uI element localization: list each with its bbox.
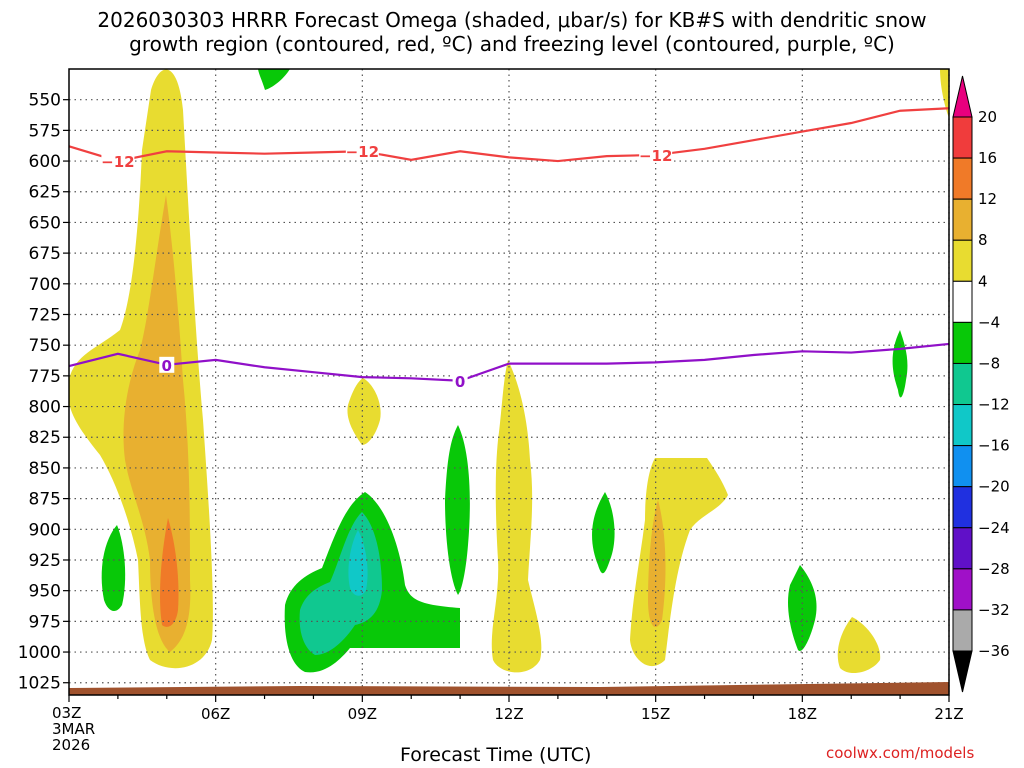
y-tick-label-775: 775	[29, 367, 61, 387]
colorbar-label-6: −8	[978, 354, 1000, 372]
colorbar-label-8: −16	[978, 437, 1010, 455]
y-tick-label-900: 900	[29, 520, 61, 540]
colorbar-label-0: 20	[978, 108, 997, 126]
omega-shading	[69, 69, 949, 674]
colorbar-top-arrow	[952, 75, 973, 118]
y-tick-label-650: 650	[29, 213, 61, 233]
colorbar-band-2	[952, 198, 973, 241]
colorbar-band-7	[952, 404, 973, 447]
colorbar-label-4: 4	[978, 272, 988, 290]
y-tick-label-875: 875	[29, 490, 61, 510]
colorbar-label-10: −24	[978, 519, 1010, 537]
colorbar-label-9: −20	[978, 478, 1010, 496]
colorbar-band-5	[952, 321, 973, 364]
omega-region-yellow-12z	[491, 360, 542, 673]
y-tick-label-600: 600	[29, 152, 61, 172]
y-axis-ticks: 550 575 600 625 650 675 700 725 750 775 800 825 850 8…	[18, 91, 69, 694]
y-tick-label-925: 925	[29, 551, 61, 571]
colorbar-band-9	[952, 486, 973, 529]
x-tick-label-09Z: 09Z	[348, 705, 377, 723]
colorbar-label-7: −12	[978, 396, 1010, 414]
omega-region-yellow-15z	[630, 458, 728, 667]
grid-lines	[69, 69, 950, 695]
omega-region-gold-05z	[123, 195, 191, 652]
colorbar-band-4	[952, 280, 973, 323]
y-tick-label-975: 975	[29, 612, 61, 632]
ground-terrain	[69, 682, 949, 695]
chart-title-line-2: growth region (contoured, red, ºC) and f…	[129, 32, 895, 56]
colorbar-label-3: 8	[978, 231, 988, 249]
omega-region-orange-05z	[160, 518, 179, 627]
x-axis-title: Forecast Time (UTC)	[400, 744, 592, 766]
x-tick-label-06Z: 06Z	[201, 705, 230, 723]
omega-region-cyan-09z	[348, 530, 368, 596]
y-tick-label-700: 700	[29, 275, 61, 295]
colorbar-band-11	[952, 568, 973, 611]
x-start-hour-label: 03Z	[52, 704, 82, 722]
y-tick-label-675: 675	[29, 244, 61, 264]
y-tick-label-1000: 1000	[18, 643, 61, 663]
y-tick-label-950: 950	[29, 582, 61, 602]
colorbar-label-5: −4	[978, 313, 1000, 331]
colorbar: 20 16 12 8 4 −4 −8 −12 −16 −20 −24 −28 −32 −36	[952, 75, 1010, 693]
x-start-year-label: 2026	[52, 736, 91, 754]
contour-labels: −12 −12 −12 0 0	[101, 143, 672, 391]
y-tick-label-800: 800	[29, 398, 61, 418]
colorbar-band-12	[952, 609, 973, 652]
omega-region-yellow-21z	[940, 69, 949, 118]
omega-region-green-07z	[258, 69, 290, 90]
dgz-label-04z-bg	[101, 153, 135, 170]
y-tick-label-825: 825	[29, 428, 61, 448]
y-tick-label-725: 725	[29, 305, 61, 325]
x-tick-label-18Z: 18Z	[788, 705, 817, 723]
y-tick-label-575: 575	[29, 121, 61, 141]
omega-region-yellow-09z	[347, 378, 381, 445]
x-tick-label-15Z: 15Z	[641, 705, 670, 723]
freezing-label-05z-bg	[159, 356, 175, 373]
dgz-label-15z-bg	[639, 146, 673, 163]
colorbar-label-11: −28	[978, 560, 1010, 578]
chart-title-line-1: 2026030303 HRRR Forecast Omega (shaded, …	[97, 8, 927, 32]
omega-region-yellow-19z	[837, 617, 881, 674]
source-credit: coolwx.com/models	[826, 744, 975, 762]
freezing-level-contour-line	[68, 342, 950, 382]
freezing-label-11z-bg	[452, 372, 468, 389]
y-tick-label-850: 850	[29, 459, 61, 479]
y-tick-label-550: 550	[29, 91, 61, 111]
x-start-date-label: 3MAR	[52, 720, 96, 738]
omega-region-gold-15z	[648, 500, 666, 628]
colorbar-bottom-arrow	[952, 650, 973, 693]
freezing-label-05z: 0	[162, 357, 172, 375]
colorbar-band-1	[952, 157, 973, 200]
y-tick-label-750: 750	[29, 336, 61, 356]
omega-region-green-11z	[445, 425, 470, 595]
colorbar-band-0	[952, 116, 973, 159]
colorbar-band-8	[952, 445, 973, 488]
colorbar-label-13: −36	[978, 642, 1010, 660]
colorbar-label-12: −32	[978, 601, 1010, 619]
freezing-label-11z: 0	[455, 373, 465, 391]
dgz-label-09z-bg	[345, 143, 379, 160]
colorbar-label-2: 12	[978, 190, 997, 208]
colorbar-band-10	[952, 527, 973, 570]
x-tick-label-12Z: 12Z	[494, 705, 523, 723]
dgz-label-04z: −12	[101, 153, 134, 171]
dgz-contour-line	[68, 107, 950, 163]
x-axis-ticks: 06Z 09Z 12Z 15Z 18Z 21Z	[68, 695, 964, 723]
y-tick-label-625: 625	[29, 183, 61, 203]
omega-region-green-20z	[892, 330, 908, 398]
dgz-label-09z: −12	[346, 143, 379, 161]
colorbar-label-1: 16	[978, 149, 997, 167]
omega-region-green-14z	[592, 492, 615, 574]
dgz-label-15z: −12	[639, 147, 672, 165]
colorbar-band-3	[952, 239, 973, 282]
colorbar-band-6	[952, 362, 973, 406]
omega-region-green-04z	[101, 525, 126, 612]
y-tick-label-1025: 1025	[18, 674, 61, 694]
x-tick-label-21Z: 21Z	[934, 705, 963, 723]
omega-region-green-18z	[787, 565, 817, 651]
